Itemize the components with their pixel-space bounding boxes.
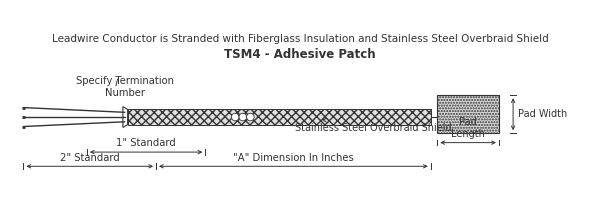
Text: Pad Width: Pad Width (518, 109, 567, 119)
Text: Leadwire Conductor is Stranded with Fiberglass Insulation and Stainless Steel Ov: Leadwire Conductor is Stranded with Fibe… (52, 34, 548, 44)
Circle shape (239, 113, 247, 121)
Text: 1" Standard: 1" Standard (116, 138, 176, 148)
Bar (128, 109, 431, 125)
Text: Stainless Steel Overbraid Shield: Stainless Steel Overbraid Shield (295, 118, 452, 133)
Text: Specify Termination
Number: Specify Termination Number (76, 76, 174, 98)
Text: Pad
Length: Pad Length (451, 117, 485, 139)
Polygon shape (123, 107, 128, 127)
Text: TSM4 - Adhesive Patch: TSM4 - Adhesive Patch (224, 48, 376, 61)
Text: "A" Dimension In Inches: "A" Dimension In Inches (233, 153, 354, 163)
Bar (437, 95, 499, 133)
Text: 2" Standard: 2" Standard (60, 153, 119, 163)
Circle shape (232, 113, 239, 121)
Circle shape (247, 113, 254, 121)
